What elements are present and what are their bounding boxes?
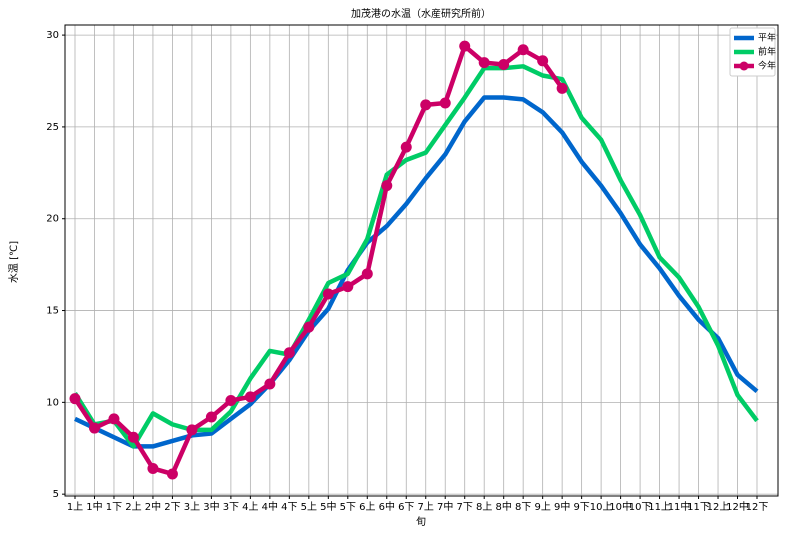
- x-tick-label: 8中: [495, 500, 511, 513]
- x-tick-label: 7下: [457, 502, 473, 513]
- series-marker: [186, 424, 198, 436]
- series-marker: [420, 99, 432, 111]
- series-marker: [69, 393, 81, 405]
- series-marker: [400, 141, 412, 153]
- x-tick-label: 9上: [534, 501, 550, 513]
- series-marker: [537, 55, 549, 67]
- x-tick-label: 1上: [67, 501, 83, 513]
- x-tick-label: 11上: [648, 501, 671, 513]
- x-tick-label: 2上: [125, 501, 141, 513]
- series-marker: [478, 57, 490, 69]
- x-tick-label: 3上: [184, 501, 200, 513]
- series-marker: [322, 288, 334, 300]
- series-marker: [498, 58, 510, 70]
- y-tick-label: 15: [46, 306, 59, 317]
- x-tick-label: 10下: [629, 502, 652, 513]
- y-tick-label: 5: [53, 489, 59, 500]
- x-tick-label: 8下: [515, 502, 531, 513]
- series-line: [73, 43, 564, 477]
- legend-label: 前年: [758, 46, 776, 58]
- series-marker: [264, 378, 276, 390]
- series-marker: [303, 321, 315, 333]
- x-tick-label: 12下: [746, 502, 769, 513]
- x-tick-label: 6下: [398, 502, 414, 513]
- y-tick-label: 10: [46, 397, 59, 408]
- series-marker: [88, 422, 100, 434]
- series-line: [74, 95, 759, 449]
- series-marker: [127, 431, 139, 443]
- series-marker: [166, 468, 178, 480]
- y-axis-label: 水温 [℃]: [8, 241, 20, 283]
- x-tick-label: 3下: [223, 502, 239, 513]
- y-tick-label: 25: [46, 122, 59, 133]
- x-axis-label: 旬: [416, 515, 426, 528]
- x-tick-label: 3中: [203, 500, 219, 513]
- series-marker: [108, 413, 120, 425]
- series-marker: [361, 268, 373, 280]
- x-tick-label: 6上: [359, 501, 375, 513]
- x-tick-label: 9中: [554, 500, 570, 513]
- y-tick-label: 30: [46, 30, 59, 41]
- x-tick-label: 2下: [164, 502, 180, 513]
- x-tick-label: 4中: [262, 500, 278, 513]
- series-marker: [517, 44, 529, 56]
- legend-label: 平年: [758, 32, 776, 44]
- series-marker: [147, 462, 159, 474]
- series-marker: [381, 180, 393, 192]
- series-marker: [205, 411, 217, 423]
- legend-marker: [739, 61, 749, 71]
- x-tick-label: 1下: [106, 502, 122, 513]
- series-marker: [439, 97, 451, 109]
- x-tick-label: 9下: [573, 502, 589, 513]
- series-marker: [225, 395, 237, 407]
- x-tick-label: 11下: [687, 502, 710, 513]
- x-tick-label: 5上: [301, 501, 317, 513]
- series-marker: [459, 40, 471, 52]
- series-marker: [244, 391, 256, 403]
- x-tick-label: 12上: [707, 501, 730, 513]
- series-marker: [556, 82, 568, 94]
- x-tick-label: 6中: [379, 500, 395, 513]
- series-marker: [283, 347, 295, 359]
- x-tick-label: 5下: [340, 502, 356, 513]
- series-marker: [342, 281, 354, 293]
- x-tick-label: 10中: [609, 500, 632, 513]
- x-tick-label: 10上: [590, 501, 613, 513]
- x-tick-label: 4下: [281, 502, 297, 513]
- x-tick-label: 8上: [476, 501, 492, 513]
- x-tick-label: 1中: [86, 500, 102, 513]
- x-tick-label: 7中: [437, 500, 453, 513]
- x-tick-label: 11中: [668, 500, 691, 513]
- x-tick-label: 5中: [320, 500, 336, 513]
- plot-frame: [64, 24, 779, 497]
- chart-title: 加茂港の水温（水産研究所前）: [351, 7, 491, 20]
- legend-label: 今年: [758, 60, 776, 72]
- x-tick-label: 12中: [726, 500, 749, 513]
- x-tick-label: 4上: [242, 501, 258, 513]
- y-tick-label: 20: [46, 214, 59, 225]
- x-tick-label: 2中: [145, 500, 161, 513]
- x-tick-label: 7上: [418, 501, 434, 513]
